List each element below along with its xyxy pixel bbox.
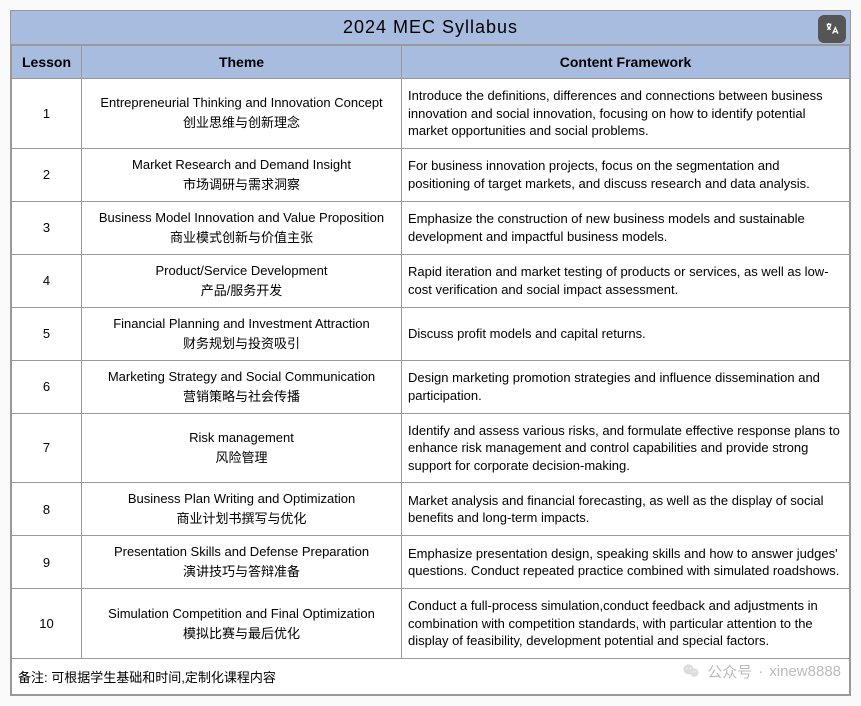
footer-row: 备注: 可根据学生基础和时间,定制化课程内容 [12, 658, 850, 694]
theme-cell: Business Model Innovation and Value Prop… [82, 201, 402, 254]
theme-cn: 创业思维与创新理念 [88, 112, 395, 131]
page-title: 2024 MEC Syllabus [343, 17, 518, 37]
theme-en: Risk management [88, 430, 395, 445]
theme-cn: 营销策略与社会传播 [88, 386, 395, 405]
theme-cn: 财务规划与投资吸引 [88, 333, 395, 352]
translate-icon[interactable] [818, 15, 846, 43]
theme-cn: 产品/服务开发 [88, 280, 395, 299]
theme-cell: Business Plan Writing and Optimization 商业… [82, 483, 402, 536]
theme-en: Entrepreneurial Thinking and Innovation … [88, 95, 395, 110]
title-bar: 2024 MEC Syllabus [11, 11, 850, 45]
header-content: Content Framework [402, 46, 850, 79]
theme-cn: 商业计划书撰写与优化 [88, 508, 395, 527]
table-row: 10 Simulation Competition and Final Optim… [12, 589, 850, 659]
content-cell: Conduct a full-process simulation,conduc… [402, 589, 850, 659]
theme-cell: Market Research and Demand Insight 市场调研与需… [82, 148, 402, 201]
theme-en: Product/Service Development [88, 263, 395, 278]
theme-cn: 模拟比赛与最后优化 [88, 623, 395, 642]
theme-cell: Product/Service Development 产品/服务开发 [82, 254, 402, 307]
lesson-number: 6 [12, 360, 82, 413]
content-cell: Emphasize the construction of new busine… [402, 201, 850, 254]
lesson-number: 10 [12, 589, 82, 659]
theme-cell: Marketing Strategy and Social Communicat… [82, 360, 402, 413]
theme-en: Presentation Skills and Defense Preparat… [88, 544, 395, 559]
table-row: 1 Entrepreneurial Thinking and Innovation… [12, 79, 850, 149]
theme-en: Marketing Strategy and Social Communicat… [88, 369, 395, 384]
theme-cell: Entrepreneurial Thinking and Innovation … [82, 79, 402, 149]
theme-cn: 演讲技巧与答辩准备 [88, 561, 395, 580]
theme-cell: Financial Planning and Investment Attrac… [82, 307, 402, 360]
header-lesson: Lesson [12, 46, 82, 79]
theme-en: Financial Planning and Investment Attrac… [88, 316, 395, 331]
table-header-row: Lesson Theme Content Framework [12, 46, 850, 79]
theme-en: Business Plan Writing and Optimization [88, 491, 395, 506]
lesson-number: 1 [12, 79, 82, 149]
table-row: 9 Presentation Skills and Defense Prepara… [12, 536, 850, 589]
syllabus-container: 2024 MEC Syllabus Lesson Theme Content F… [10, 10, 851, 696]
theme-cell: Risk management 风险管理 [82, 413, 402, 483]
content-cell: Discuss profit models and capital return… [402, 307, 850, 360]
theme-cn: 商业模式创新与价值主张 [88, 227, 395, 246]
theme-cell: Simulation Competition and Final Optimiz… [82, 589, 402, 659]
lesson-number: 5 [12, 307, 82, 360]
table-row: 4 Product/Service Development 产品/服务开发 Rapid… [12, 254, 850, 307]
theme-en: Market Research and Demand Insight [88, 157, 395, 172]
content-cell: Identify and assess various risks, and f… [402, 413, 850, 483]
theme-en: Business Model Innovation and Value Prop… [88, 210, 395, 225]
table-row: 6 Marketing Strategy and Social Communica… [12, 360, 850, 413]
content-cell: Introduce the definitions, differences a… [402, 79, 850, 149]
syllabus-table: Lesson Theme Content Framework 1 Entrepre… [11, 45, 850, 695]
theme-cell: Presentation Skills and Defense Preparat… [82, 536, 402, 589]
lesson-number: 2 [12, 148, 82, 201]
content-cell: Design marketing promotion strategies an… [402, 360, 850, 413]
lesson-number: 8 [12, 483, 82, 536]
table-row: 8 Business Plan Writing and Optimization 商… [12, 483, 850, 536]
content-cell: For business innovation projects, focus … [402, 148, 850, 201]
content-cell: Market analysis and financial forecastin… [402, 483, 850, 536]
table-row: 5 Financial Planning and Investment Attra… [12, 307, 850, 360]
content-cell: Emphasize presentation design, speaking … [402, 536, 850, 589]
lesson-number: 3 [12, 201, 82, 254]
table-row: 3 Business Model Innovation and Value Pro… [12, 201, 850, 254]
lesson-number: 4 [12, 254, 82, 307]
theme-cn: 风险管理 [88, 447, 395, 466]
footer-note: 备注: 可根据学生基础和时间,定制化课程内容 [12, 658, 850, 694]
header-theme: Theme [82, 46, 402, 79]
lesson-number: 9 [12, 536, 82, 589]
table-row: 7 Risk management 风险管理 Identify and assess … [12, 413, 850, 483]
theme-en: Simulation Competition and Final Optimiz… [88, 606, 395, 621]
theme-cn: 市场调研与需求洞察 [88, 174, 395, 193]
table-row: 2 Market Research and Demand Insight 市场调研与… [12, 148, 850, 201]
content-cell: Rapid iteration and market testing of pr… [402, 254, 850, 307]
lesson-number: 7 [12, 413, 82, 483]
